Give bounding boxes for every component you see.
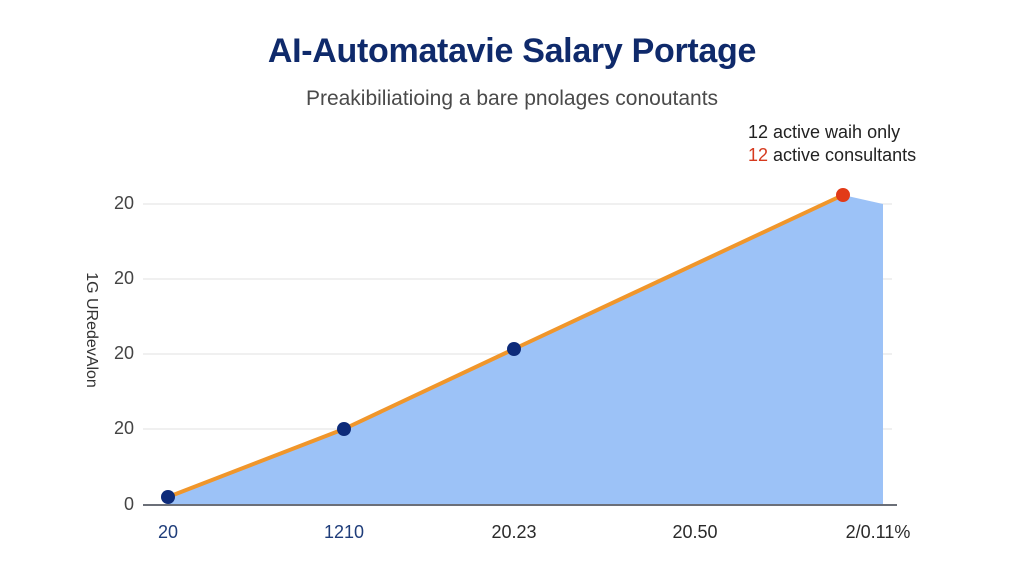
- data-point[interactable]: [507, 342, 521, 356]
- chart-subtitle: Preakibiliatioing a bare pnolages conout…: [305, 87, 719, 110]
- x-tick-label: 1210: [323, 522, 365, 542]
- x-tick-label: 2/0.11%: [845, 522, 911, 542]
- x-tick-label: 20.23: [491, 522, 537, 542]
- y-tick-label: 20: [113, 418, 134, 438]
- y-tick-label: 20: [113, 343, 134, 363]
- annotation-line-1: 12 active waih only: [748, 122, 901, 142]
- data-point[interactable]: [337, 422, 351, 436]
- y-tick-label: 20: [113, 268, 134, 288]
- annotation-text: active consultants: [768, 145, 917, 165]
- data-point-highlight[interactable]: [836, 188, 850, 202]
- y-tick-label: 0: [123, 494, 134, 514]
- x-tick-label: 20.50: [672, 522, 718, 542]
- annotation-line-2: 12 active consultants: [748, 145, 916, 166]
- data-point[interactable]: [161, 490, 175, 504]
- area-fill: [168, 195, 883, 505]
- annotation-count: 12: [748, 145, 769, 165]
- x-tick-label: 20: [157, 522, 179, 542]
- trend-line: [166, 193, 845, 499]
- chart-title: AI-Automatavie Salary Portage: [267, 32, 757, 70]
- y-tick-label: 20: [113, 193, 134, 213]
